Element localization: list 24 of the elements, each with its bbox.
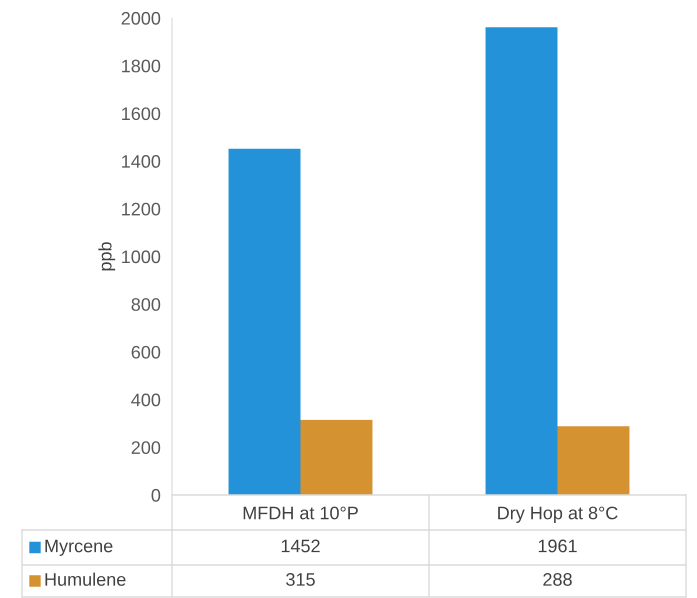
y-tick-label: 600 [132, 346, 160, 359]
y-tick-label: 2000 [122, 12, 160, 25]
y-tick-label: 1600 [122, 107, 160, 120]
x-tick-label: Dry Hop at 8°C [498, 506, 618, 523]
y-tick-label: 1400 [122, 155, 160, 168]
data-label: 1961 [538, 540, 577, 552]
bar [228, 148, 300, 495]
y-axis-title: ppb [98, 242, 116, 270]
y-tick-label: 1200 [122, 202, 160, 216]
data-label: 1452 [282, 540, 320, 552]
bar [558, 426, 630, 495]
legend-label: Humulene [45, 572, 126, 586]
legend-label: Myrcene [45, 540, 112, 556]
y-tick-label: 400 [131, 394, 160, 406]
x-tick-label: MFDH at 10°P [244, 506, 358, 520]
bar [300, 420, 372, 495]
data-label: 315 [286, 573, 315, 586]
data-label: 288 [543, 573, 572, 586]
y-tick-label: 1800 [122, 60, 160, 72]
bar [486, 27, 558, 495]
y-tick-label: 0 [152, 488, 160, 502]
y-tick-label: 800 [132, 298, 160, 311]
y-tick-label: 1000 [122, 250, 160, 264]
y-tick-label: 200 [132, 441, 160, 454]
